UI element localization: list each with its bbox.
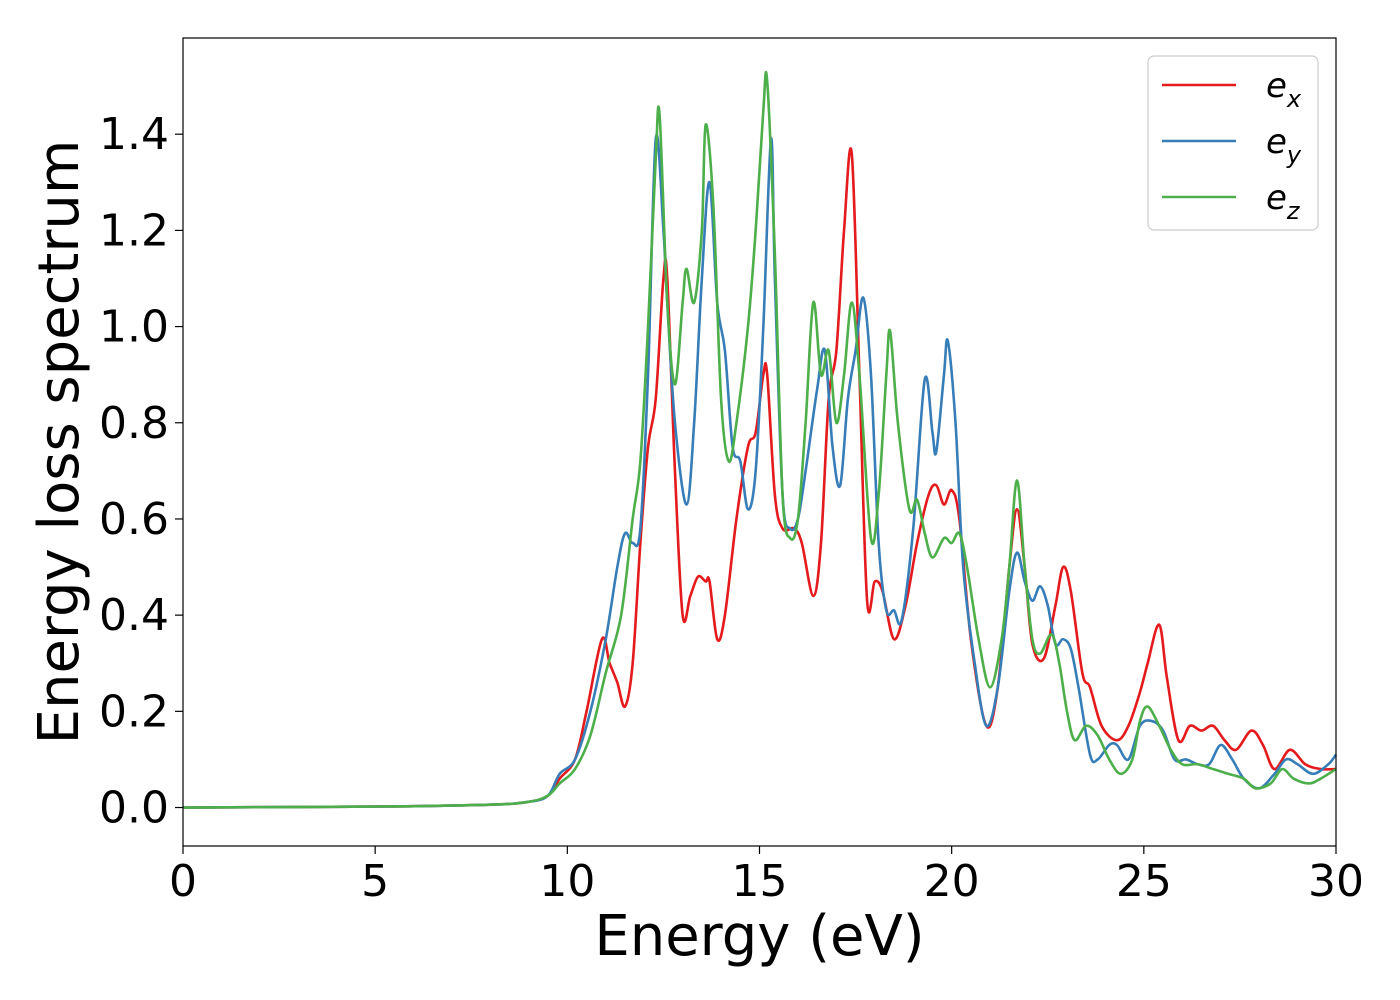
y-tick-label: 0.2 — [99, 686, 169, 737]
series-line-ey — [182, 133, 1338, 809]
x-axis-title: Energy (eV) — [594, 904, 924, 969]
y-axis-ticks: 0.0 0.2 0.4 0.6 0.8 1.0 1.2 1.4 — [99, 109, 183, 834]
x-axis-ticks: 0 5 10 15 20 25 30 — [169, 846, 1364, 907]
x-tick-label: 5 — [361, 856, 389, 907]
y-tick-label: 0.4 — [99, 590, 169, 641]
legend-label-ey: ey — [1266, 122, 1302, 169]
y-tick-label: 0.0 — [99, 783, 169, 834]
y-axis-title: Energy loss spectrum — [27, 140, 92, 745]
y-tick-label: 1.2 — [99, 205, 169, 256]
x-tick-label: 25 — [1116, 856, 1172, 907]
legend: ex ey ez — [1147, 55, 1319, 231]
legend-label-ez: ez — [1266, 178, 1301, 225]
y-tick-label: 0.8 — [99, 398, 169, 449]
x-tick-label: 30 — [1308, 856, 1364, 907]
x-tick-label: 10 — [539, 856, 595, 907]
y-tick-label: 1.0 — [99, 302, 169, 353]
series-layer — [182, 71, 1338, 809]
y-tick-label: 1.4 — [99, 109, 169, 160]
legend-label-ex: ex — [1266, 66, 1302, 113]
series-line-ex — [182, 147, 1337, 809]
series-line-ez — [182, 71, 1337, 809]
x-tick-label: 20 — [924, 856, 980, 907]
y-tick-label: 0.6 — [99, 494, 169, 545]
x-tick-label: 0 — [169, 856, 197, 907]
x-tick-label: 15 — [732, 856, 788, 907]
legend-box — [1147, 55, 1319, 231]
